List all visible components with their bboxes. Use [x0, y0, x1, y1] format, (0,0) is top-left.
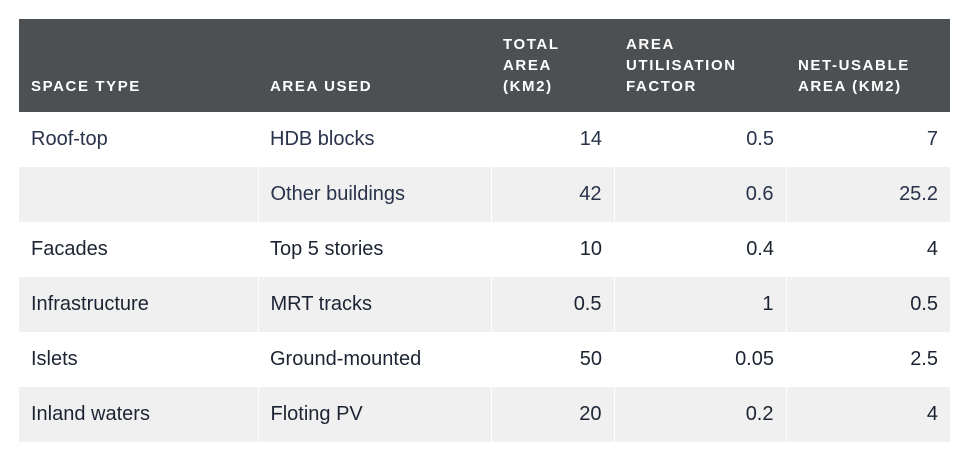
table-row: Other buildings 42 0.6 25.2 [19, 167, 950, 222]
cell-area-used: Top 5 stories [270, 238, 384, 260]
cell-net-usable-area: 7 [926, 128, 938, 150]
cell-area-used: HDB blocks [270, 128, 375, 150]
cell-utilisation-factor: 0.5 [746, 128, 774, 150]
cell-utilisation-factor: 0.2 [613, 387, 786, 442]
solar-area-table: SPACE TYPE AREA USED TOTAL AREA (KM2) AR… [19, 19, 950, 442]
cell-utilisation-factor: 0.4 [746, 238, 774, 260]
cell-space-type: Infrastructure [19, 277, 258, 332]
cell-utilisation-factor: 0.05 [735, 348, 774, 370]
cell-total-area: 50 [579, 348, 602, 370]
cell-space-type: Facades [31, 238, 108, 260]
cell-area-used: Ground-mounted [270, 348, 422, 370]
cell-net-usable-area: 25.2 [785, 167, 950, 222]
cell-utilisation-factor: 0.6 [613, 167, 786, 222]
table-header-row: SPACE TYPE AREA USED TOTAL AREA (KM2) AR… [19, 19, 950, 112]
table-row: Infrastructure MRT tracks 0.5 1 0.5 [19, 277, 950, 332]
table-row: Roof-top HDB blocks 14 0.5 7 [19, 112, 950, 167]
cell-space-type: Islets [31, 348, 78, 370]
table-row: Facades Top 5 stories 10 0.4 4 [19, 222, 950, 277]
cell-total-area: 42 [490, 167, 614, 222]
header-space-type: SPACE TYPE [19, 19, 258, 112]
cell-total-area: 20 [490, 387, 614, 442]
cell-net-usable-area: 4 [926, 238, 938, 260]
cell-utilisation-factor: 1 [613, 277, 786, 332]
cell-net-usable-area: 0.5 [785, 277, 950, 332]
cell-net-usable-area: 2.5 [910, 348, 938, 370]
cell-space-type: Inland waters [19, 387, 258, 442]
cell-area-used: Other buildings [257, 167, 491, 222]
header-total-area: TOTAL AREA (KM2) [491, 19, 614, 112]
header-area-used: AREA USED [258, 19, 491, 112]
cell-total-area: 14 [579, 128, 602, 150]
header-area-utilisation-factor: AREA UTILISATION FACTOR [614, 19, 786, 112]
cell-space-type [19, 167, 258, 222]
cell-total-area: 0.5 [490, 277, 614, 332]
cell-space-type: Roof-top [31, 128, 108, 150]
table-row: Inland waters Floting PV 20 0.2 4 [19, 387, 950, 442]
cell-area-used: MRT tracks [257, 277, 491, 332]
cell-net-usable-area: 4 [785, 387, 950, 442]
cell-area-used: Floting PV [257, 387, 491, 442]
table-row: Islets Ground-mounted 50 0.05 2.5 [19, 332, 950, 387]
cell-total-area: 10 [579, 238, 602, 260]
header-net-usable-area: NET-USABLE AREA (KM2) [786, 19, 950, 112]
